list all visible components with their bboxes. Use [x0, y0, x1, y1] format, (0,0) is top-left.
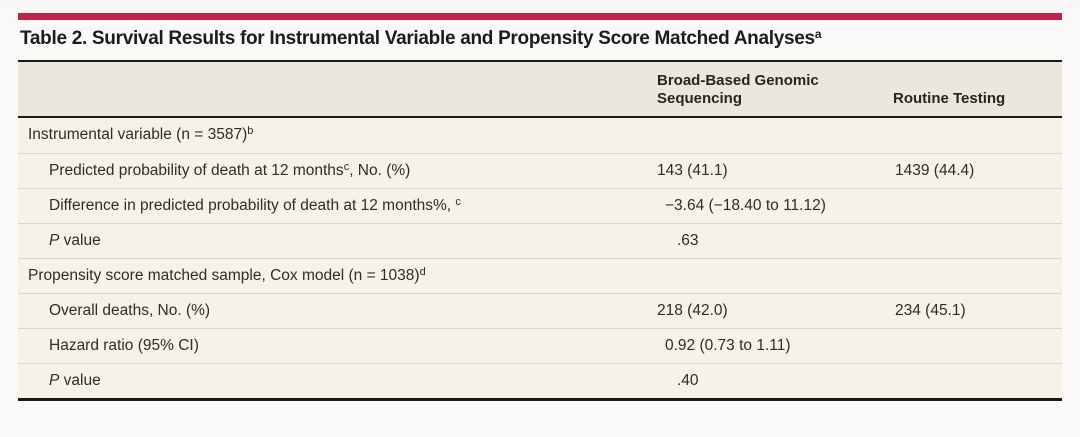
footnote-marker: c	[455, 195, 461, 208]
value-broad-based: 218 (42.0)	[657, 301, 728, 319]
table-row: Predicted probability of death at 12 mon…	[18, 152, 1062, 188]
row-label: Predicted probability of death at 12 mon…	[18, 160, 655, 180]
row-label-text: Difference in predicted probability of d…	[49, 196, 456, 214]
table-title-text: Table 2. Survival Results for Instrument…	[20, 28, 815, 49]
row-label-text: Predicted probability of death at 12 mon…	[49, 161, 344, 179]
accent-bar	[18, 13, 1062, 20]
row-label-text: , No. (%)	[349, 161, 411, 179]
value-routine: 234 (45.1)	[895, 301, 966, 319]
row-label-text: Hazard ratio (95% CI)	[49, 336, 199, 354]
table-row: Hazard ratio (95% CI) 0.92 (0.73 to 1.11…	[18, 327, 1062, 363]
value-span: 0.92 (0.73 to 1.11)	[665, 336, 791, 354]
row-label: Difference in predicted probability of d…	[18, 195, 655, 215]
survival-results-table: Broad-Based Genomic Sequencing Routine T…	[18, 59, 1062, 401]
table-row: P value .40	[18, 362, 1062, 398]
header-stub-cell	[18, 108, 655, 116]
row-label-italic: P	[49, 371, 60, 389]
header-routine-testing: Routine Testing	[893, 89, 1006, 107]
row-label: Propensity score matched sample, Cox mod…	[18, 265, 655, 285]
table-title: Table 2. Survival Results for Instrument…	[18, 20, 1062, 60]
table-row: P value .63	[18, 222, 1062, 258]
footnote-marker: d	[419, 265, 426, 278]
table-row: Difference in predicted probability of d…	[18, 187, 1062, 223]
row-label: Hazard ratio (95% CI)	[18, 337, 655, 355]
table-row: Propensity score matched sample, Cox mod…	[18, 257, 1062, 293]
row-label: P value	[18, 372, 655, 390]
table-body: Instrumental variable (n = 3587)b Predic…	[18, 117, 1062, 398]
value-p: .63	[677, 231, 699, 249]
value-p: .40	[677, 371, 699, 389]
row-label: Instrumental variable (n = 3587)b	[18, 126, 655, 144]
row-label-text: Instrumental variable (n = 3587)	[28, 126, 248, 144]
value-span: −3.64 (−18.40 to 11.12)	[665, 196, 826, 214]
footnote-marker: b	[247, 125, 254, 138]
table-row: Overall deaths, No. (%) 218 (42.0) 234 (…	[18, 292, 1062, 328]
row-label: Overall deaths, No. (%)	[18, 302, 655, 320]
table-title-footnote-marker: a	[814, 27, 822, 41]
table-row: Instrumental variable (n = 3587)b	[18, 118, 1062, 153]
value-routine: 1439 (44.4)	[895, 161, 975, 179]
footnote-marker: c	[343, 160, 350, 173]
row-label-text: Propensity score matched sample, Cox mod…	[28, 266, 420, 284]
value-broad-based: 143 (41.1)	[657, 161, 728, 179]
row-label-italic: P	[49, 231, 60, 249]
table-header-row: Broad-Based Genomic Sequencing Routine T…	[18, 61, 1062, 118]
header-broad-based-genomic-sequencing: Broad-Based Genomic Sequencing	[657, 71, 819, 107]
row-label-text: value	[59, 371, 101, 389]
row-label-text: value	[59, 231, 101, 249]
row-label: P value	[18, 232, 655, 250]
row-label-text: Overall deaths, No. (%)	[49, 301, 211, 319]
